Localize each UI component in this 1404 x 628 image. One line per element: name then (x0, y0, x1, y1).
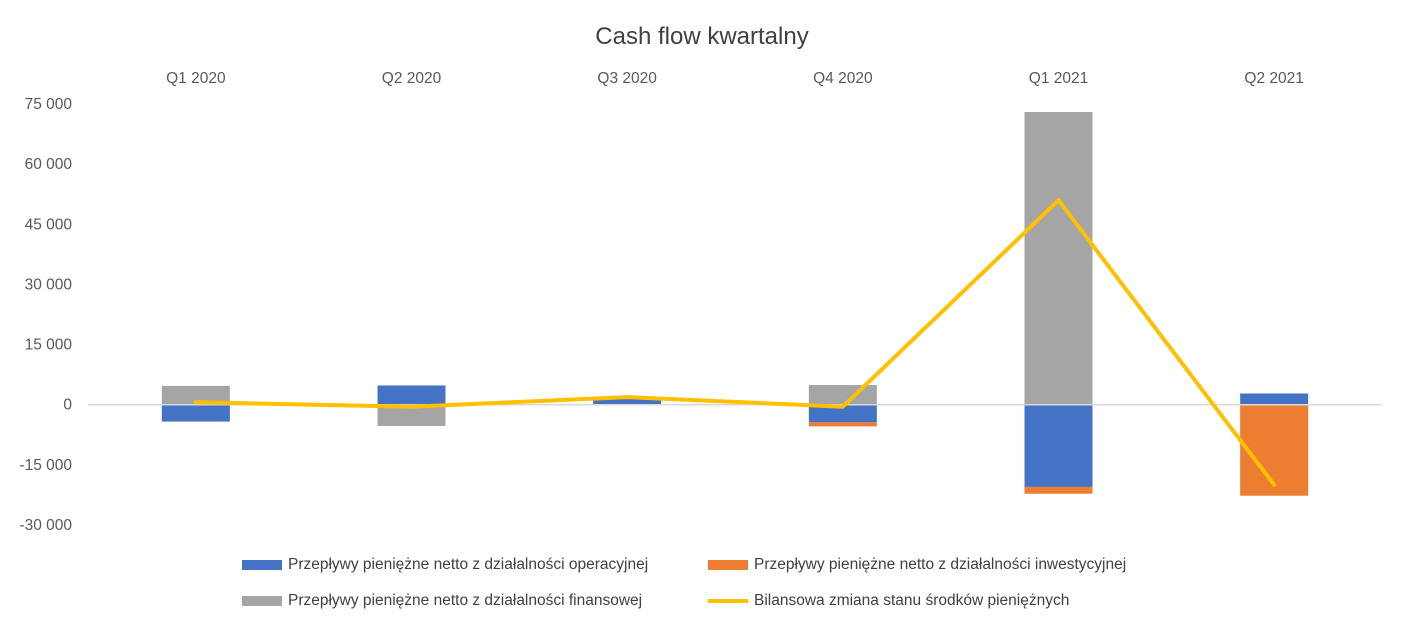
bars (161, 112, 1309, 496)
bar-q1-2021-series-2 (1024, 112, 1093, 405)
y-tick-label: 15 000 (25, 337, 73, 354)
line-series-0 (193, 198, 1277, 487)
legend-item-bilansowa: Bilansowa zmiana stanu środków pieniężny… (708, 592, 1069, 610)
y-axis: 75 000 60 000 45 000 30 000 15 000 0 -15 000 -3… (19, 96, 72, 534)
bar-q2-2020-series-2 (377, 404, 446, 426)
bar-q4-2020-series-1 (808, 422, 877, 427)
y-tick-label: 0 (63, 397, 72, 414)
bar-q1-2021-series-0 (1024, 404, 1093, 487)
legend-item-inwestycyjne: Przepływy pieniężne netto z działalności… (708, 556, 1126, 574)
category-label-q2-2021: Q2 2021 (1244, 70, 1303, 87)
category-labels: Q1 2020 Q2 2020 Q3 2020 Q4 2020 Q1 2021 Q2 20… (166, 70, 1304, 87)
chart-title: Cash flow kwartalny (595, 23, 808, 50)
line-series (193, 198, 1277, 487)
category-label-q2-2020: Q2 2020 (382, 70, 442, 87)
bar-q4-2020-series-0 (808, 404, 877, 423)
bar-q2-2021-series-0 (1240, 393, 1309, 405)
y-tick-label: 75 000 (25, 96, 73, 113)
legend-label-operacyjne: Przepływy pieniężne netto z działalności… (288, 556, 649, 573)
legend-label-finansowe: Przepływy pieniężne netto z działalności… (288, 592, 643, 609)
bar-q1-2020-series-0 (161, 404, 230, 422)
y-tick-label: -30 000 (19, 517, 72, 534)
category-label-q1-2021: Q1 2021 (1029, 70, 1088, 87)
legend-item-finansowe: Przepływy pieniężne netto z działalności… (242, 592, 642, 610)
bar-q4-2020-series-2 (808, 385, 877, 405)
category-label-q4-2020: Q4 2020 (813, 70, 873, 87)
legend-swatch-finansowe (242, 596, 282, 606)
legend-label-bilansowa: Bilansowa zmiana stanu środków pieniężny… (754, 592, 1070, 609)
y-tick-label: 60 000 (25, 156, 73, 173)
legend-swatch-inwestycyjne (708, 560, 748, 570)
category-label-q1-2020: Q1 2020 (166, 70, 226, 87)
category-label-q3-2020: Q3 2020 (597, 70, 657, 87)
bar-q2-2020-series-0 (377, 385, 446, 405)
bar-q1-2020-series-2 (161, 385, 230, 405)
y-tick-label: 45 000 (25, 216, 73, 233)
legend-swatch-operacyjne (242, 560, 282, 570)
legend-item-operacyjne: Przepływy pieniężne netto z działalności… (242, 556, 648, 574)
legend-swatch-bilansowa (708, 599, 748, 603)
bar-q1-2021-series-1 (1024, 486, 1093, 494)
bar-q2-2021-series-1 (1240, 404, 1309, 496)
y-tick-label: -15 000 (19, 457, 72, 474)
legend-label-inwestycyjne: Przepływy pieniężne netto z działalności… (754, 556, 1127, 573)
y-tick-label: 30 000 (25, 276, 73, 293)
bar-q3-2020-series-0 (593, 398, 662, 405)
